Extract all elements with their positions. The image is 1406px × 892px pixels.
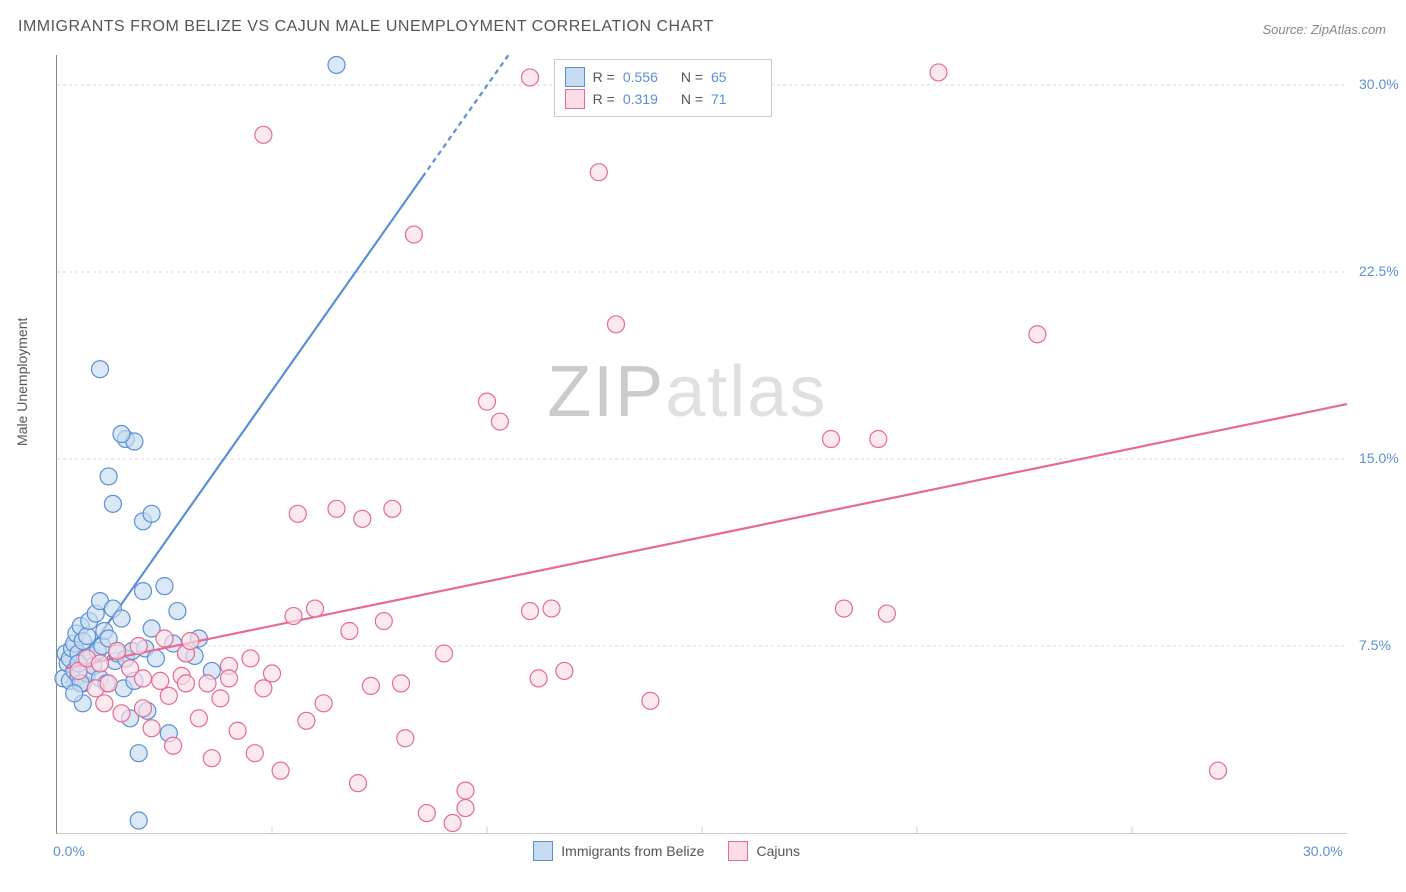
legend-r-value: 0.319 bbox=[623, 88, 673, 110]
legend-item-label: Cajuns bbox=[756, 843, 800, 859]
legend-swatch bbox=[565, 89, 585, 109]
legend-n-value: 65 bbox=[711, 66, 761, 88]
legend-item-label: Immigrants from Belize bbox=[561, 843, 704, 859]
legend-stat-row: R = 0.319 N = 71 bbox=[565, 88, 761, 110]
y-tick-label: 22.5% bbox=[1359, 263, 1399, 279]
legend-r-value: 0.556 bbox=[623, 66, 673, 88]
legend-r-label: R = bbox=[593, 66, 615, 88]
scatter-plot: ZIPatlas R =0.556N =65R =0.319N =71 7.5%… bbox=[56, 55, 1347, 834]
legend-n-label: N = bbox=[681, 66, 703, 88]
legend-item: Cajuns bbox=[728, 841, 800, 861]
y-axis-label: Male Unemployment bbox=[14, 318, 30, 446]
legend-n-value: 71 bbox=[711, 88, 761, 110]
x-tick-label: 0.0% bbox=[53, 843, 85, 859]
legend-swatch bbox=[565, 67, 585, 87]
y-tick-label: 7.5% bbox=[1359, 637, 1391, 653]
plot-svg bbox=[57, 55, 1347, 833]
y-tick-label: 30.0% bbox=[1359, 76, 1399, 92]
legend-stat-row: R = 0.556 N = 65 bbox=[565, 66, 761, 88]
legend-r-label: R = bbox=[593, 88, 615, 110]
correlation-legend: R = 0.556 N = 65 R = 0.319 N = 71 bbox=[554, 59, 772, 117]
legend-n-label: N = bbox=[681, 88, 703, 110]
legend-swatch bbox=[728, 841, 748, 861]
x-tick-label: 30.0% bbox=[1303, 843, 1343, 859]
page-title: IMMIGRANTS FROM BELIZE VS CAJUN MALE UNE… bbox=[18, 18, 714, 36]
series-legend: Immigrants from Belize Cajuns bbox=[533, 841, 800, 861]
y-tick-label: 15.0% bbox=[1359, 450, 1399, 466]
source-attribution: Source: ZipAtlas.com bbox=[1262, 22, 1386, 37]
legend-item: Immigrants from Belize bbox=[533, 841, 704, 861]
legend-swatch bbox=[533, 841, 553, 861]
